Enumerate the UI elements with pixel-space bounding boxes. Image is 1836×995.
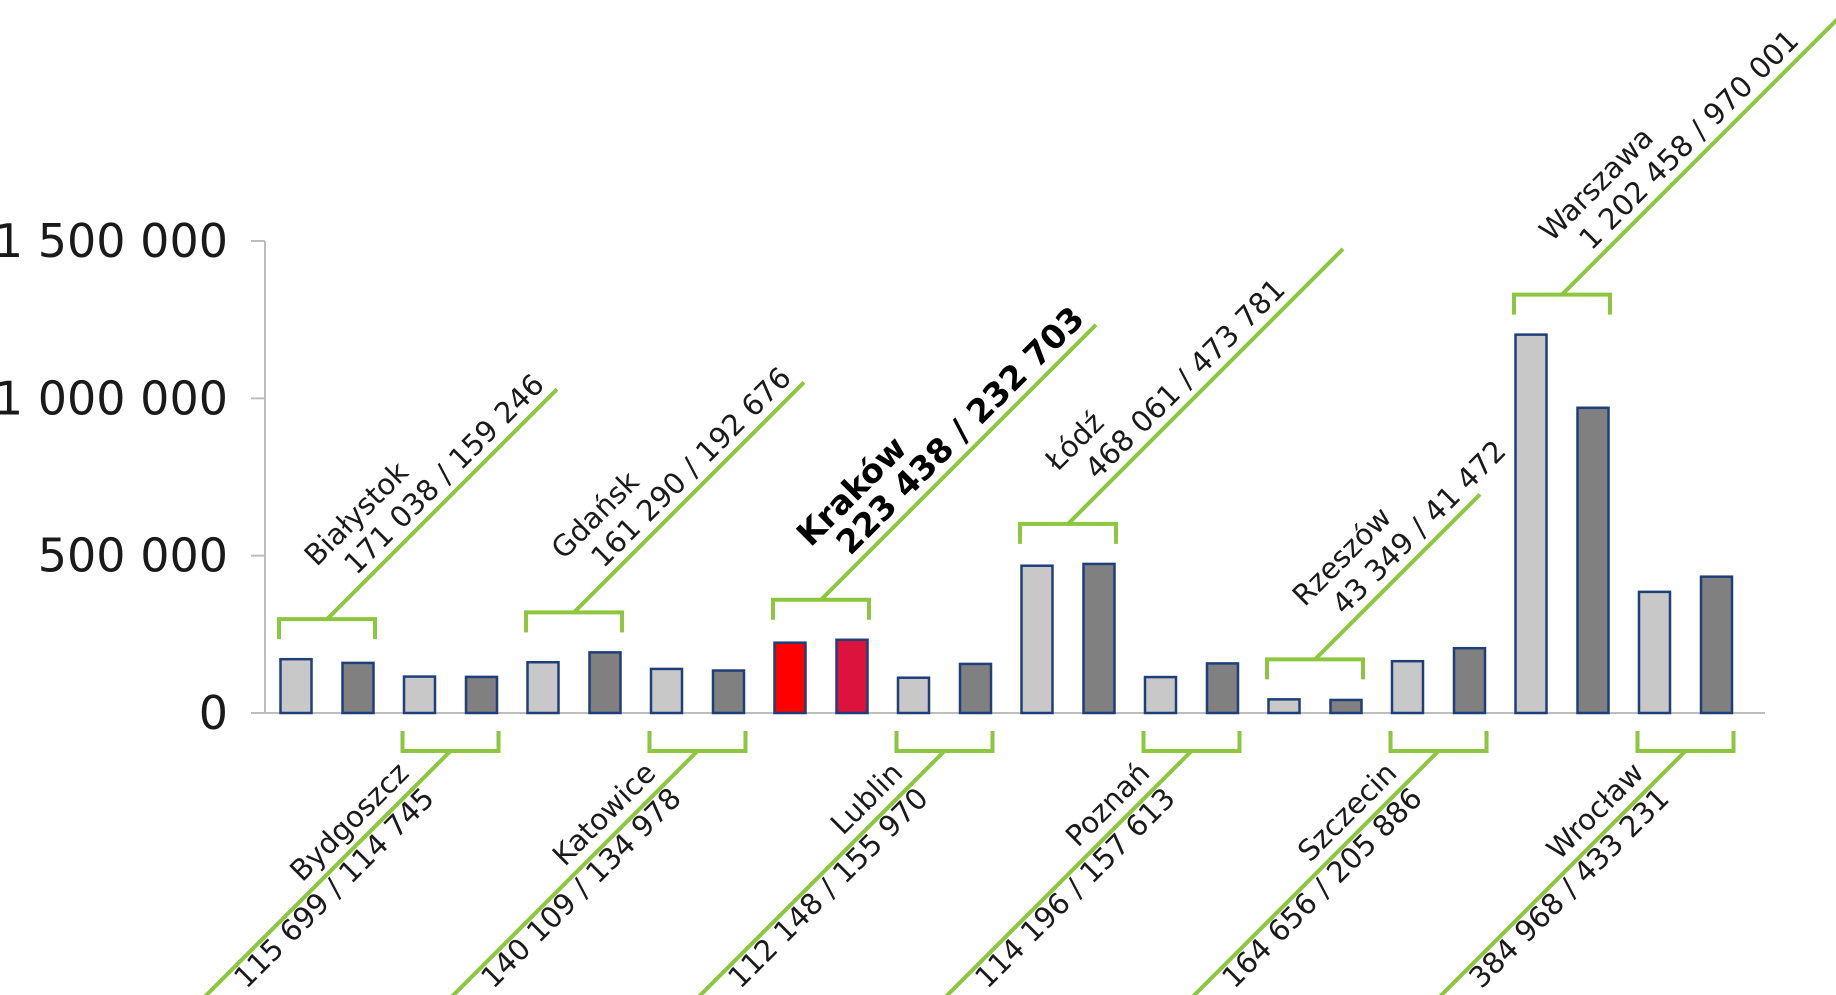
bracket-poznan bbox=[1141, 731, 1242, 753]
bracket-lodz bbox=[1018, 521, 1118, 544]
bracket-bialystok bbox=[277, 617, 377, 640]
bar-lublin-series-1 bbox=[896, 676, 931, 715]
bar-wroclaw-series-2 bbox=[1699, 575, 1734, 715]
bar-bydgoszcz-series-2 bbox=[464, 675, 499, 715]
bracket-bydgoszcz bbox=[400, 731, 501, 753]
leader-line-poznan bbox=[944, 749, 1193, 995]
chart-brackets bbox=[203, 17, 1836, 995]
bar-krakow-series-2 bbox=[835, 638, 869, 715]
leader-line-gdansk bbox=[572, 380, 806, 614]
bracket-krakow bbox=[771, 597, 871, 620]
bar-warszawa-series-2 bbox=[1576, 406, 1610, 715]
city-value: 171 038 / 159 246 bbox=[337, 367, 551, 581]
bracket-szczecin bbox=[1388, 731, 1489, 753]
leader-line-bydgoszcz bbox=[203, 749, 452, 995]
bar-warszawa-series-1 bbox=[1514, 333, 1548, 715]
y-tick-label: 0 bbox=[199, 686, 228, 740]
y-tick-label: 1 000 000 bbox=[0, 371, 228, 425]
leader-line-lodz bbox=[1066, 247, 1345, 526]
leader-line-rzeszow bbox=[1313, 492, 1482, 661]
leader-line-szczecin bbox=[1191, 749, 1440, 995]
bar-lodz-series-2 bbox=[1082, 562, 1116, 715]
city-value: 161 290 / 192 676 bbox=[584, 360, 798, 574]
bar-szczecin-series-2 bbox=[1452, 646, 1487, 715]
leader-line-krakow bbox=[819, 323, 1098, 602]
bar-bialystok-series-1 bbox=[279, 657, 313, 715]
bracket-rzeszow bbox=[1265, 657, 1365, 680]
bracket-gdansk bbox=[524, 610, 624, 633]
bar-lublin-series-2 bbox=[958, 662, 993, 715]
bracket-warszawa bbox=[1512, 292, 1612, 315]
bar-bydgoszcz-series-1 bbox=[402, 675, 437, 715]
leader-line-wroclaw bbox=[1438, 749, 1687, 995]
bracket-lublin bbox=[894, 731, 995, 753]
leader-line-katowice bbox=[450, 749, 699, 995]
bar-katowice-series-1 bbox=[649, 667, 684, 715]
bar-gdansk-series-2 bbox=[588, 651, 622, 715]
y-tick-label: 1 500 000 bbox=[0, 214, 228, 268]
leader-line-warszawa bbox=[1560, 17, 1836, 297]
bar-rzeszow-series-1 bbox=[1267, 698, 1301, 715]
bar-wroclaw-series-1 bbox=[1637, 590, 1672, 715]
leader-line-bialystok bbox=[325, 387, 559, 621]
bracket-wroclaw bbox=[1635, 731, 1736, 753]
leader-line-lublin bbox=[697, 749, 946, 995]
bar-bialystok-series-2 bbox=[341, 661, 375, 715]
bar-rzeszow-series-2 bbox=[1329, 698, 1363, 715]
bar-katowice-series-2 bbox=[711, 669, 746, 715]
city-value: 1 202 458 / 970 001 bbox=[1572, 23, 1805, 256]
chart-bars bbox=[279, 333, 1734, 715]
bar-poznan-series-1 bbox=[1143, 675, 1178, 715]
city-value: 468 061 / 473 781 bbox=[1078, 272, 1292, 486]
y-tick-label: 500 000 bbox=[38, 529, 228, 583]
bar-szczecin-series-1 bbox=[1390, 659, 1425, 715]
bar-lodz-series-1 bbox=[1020, 564, 1054, 715]
bracket-katowice bbox=[647, 731, 748, 753]
bar-krakow-series-1 bbox=[773, 641, 807, 715]
chart-axes: 0 500 000 1 000 000 1 500 000 bbox=[0, 214, 1765, 740]
bar-gdansk-series-1 bbox=[526, 660, 560, 715]
bar-poznan-series-2 bbox=[1205, 662, 1240, 715]
